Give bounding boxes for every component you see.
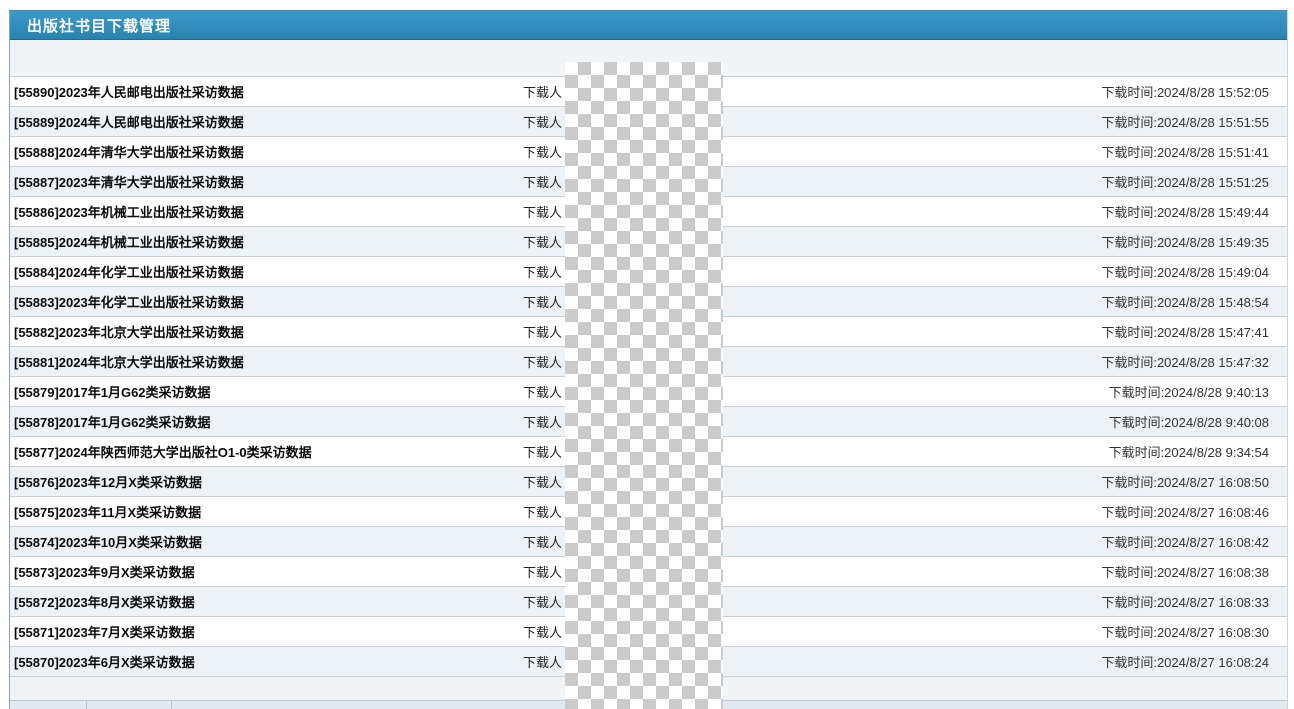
row-title[interactable]: [55887]2023年清华大学出版社采访数据 (14, 175, 244, 190)
download-time: 下载时间:2024/8/27 16:08:50 (1101, 475, 1269, 490)
row-title[interactable]: [55886]2023年机械工业出版社采访数据 (14, 205, 244, 220)
footer-divider (171, 701, 172, 709)
downloader-label: 下载人 (523, 205, 563, 220)
downloader-label: 下载人 (523, 445, 563, 460)
download-time: 下载时间:2024/8/28 9:40:08 (1108, 415, 1269, 430)
downloader-label: 下载人 (523, 655, 563, 670)
downloader-label: 下载人 (523, 415, 563, 430)
row-title[interactable]: [55879]2017年1月G62类采访数据 (14, 385, 211, 400)
downloader-label: 下载人 (523, 595, 563, 610)
download-time: 下载时间:2024/8/27 16:08:46 (1101, 505, 1269, 520)
row-title[interactable]: [55884]2024年化学工业出版社采访数据 (14, 265, 244, 280)
downloader-label: 下载人 (523, 265, 563, 280)
download-time: 下载时间:2024/8/27 16:08:30 (1101, 625, 1269, 640)
download-time: 下载时间:2024/8/27 16:08:24 (1101, 655, 1269, 670)
download-time: 下载时间:2024/8/28 15:48:54 (1101, 295, 1269, 310)
row-title[interactable]: [55882]2023年北京大学出版社采访数据 (14, 325, 244, 340)
downloader-label: 下载人 (523, 115, 563, 130)
row-title[interactable]: [55881]2024年北京大学出版社采访数据 (14, 355, 244, 370)
row-title[interactable]: [55870]2023年6月X类采访数据 (14, 655, 195, 670)
download-list-row[interactable]: [55874]2023年10月X类采访数据 下载人 下载时间:2024/8/27… (10, 527, 1287, 557)
row-title[interactable]: [55877]2024年陕西师范大学出版社O1-0类采访数据 (14, 445, 312, 460)
download-time: 下载时间:2024/8/28 15:49:35 (1101, 235, 1269, 250)
download-time: 下载时间:2024/8/28 15:51:55 (1101, 115, 1269, 130)
row-title[interactable]: [55874]2023年10月X类采访数据 (14, 535, 202, 550)
downloader-label: 下载人 (523, 625, 563, 640)
download-time: 下载时间:2024/8/28 15:51:25 (1101, 175, 1269, 190)
download-time: 下载时间:2024/8/28 9:40:13 (1108, 385, 1269, 400)
download-time: 下载时间:2024/8/27 16:08:42 (1101, 535, 1269, 550)
downloader-label: 下载人 (523, 355, 563, 370)
row-title[interactable]: [55888]2024年清华大学出版社采访数据 (14, 145, 244, 160)
downloader-label: 下载人 (523, 565, 563, 580)
download-time: 下载时间:2024/8/28 15:47:32 (1101, 355, 1269, 370)
row-title[interactable]: [55872]2023年8月X类采访数据 (14, 595, 195, 610)
download-time: 下载时间:2024/8/28 15:49:04 (1101, 265, 1269, 280)
row-title[interactable]: [55889]2024年人民邮电出版社采访数据 (14, 115, 244, 130)
downloader-label: 下载人 (523, 325, 563, 340)
download-time: 下载时间:2024/8/28 15:47:41 (1101, 325, 1269, 340)
download-time: 下载时间:2024/8/28 15:51:41 (1101, 145, 1269, 160)
row-title[interactable]: [55875]2023年11月X类采访数据 (14, 505, 202, 520)
footer-divider (86, 701, 87, 709)
row-title[interactable]: [55878]2017年1月G62类采访数据 (14, 415, 211, 430)
row-title[interactable]: [55890]2023年人民邮电出版社采访数据 (14, 85, 244, 100)
page-title: 出版社书目下载管理 (27, 17, 172, 35)
row-title[interactable]: [55876]2023年12月X类采访数据 (14, 475, 202, 490)
panel-titlebar: 出版社书目下载管理 (10, 10, 1287, 40)
downloader-label: 下载人 (523, 475, 563, 490)
redaction-overlay (565, 62, 723, 709)
downloader-label: 下载人 (523, 505, 563, 520)
downloader-label: 下载人 (523, 535, 563, 550)
download-time: 下载时间:2024/8/28 15:49:44 (1101, 205, 1269, 220)
downloader-label: 下载人 (523, 145, 563, 160)
row-title[interactable]: [55871]2023年7月X类采访数据 (14, 625, 195, 640)
row-title[interactable]: [55883]2023年化学工业出版社采访数据 (14, 295, 244, 310)
downloader-label: 下载人 (523, 235, 563, 250)
downloader-label: 下载人 (523, 295, 563, 310)
row-title[interactable]: [55885]2024年机械工业出版社采访数据 (14, 235, 244, 250)
download-time: 下载时间:2024/8/28 9:34:54 (1108, 445, 1269, 460)
downloader-label: 下载人 (523, 385, 563, 400)
download-time: 下载时间:2024/8/28 15:52:05 (1101, 85, 1269, 100)
download-time: 下载时间:2024/8/27 16:08:38 (1101, 565, 1269, 580)
row-title[interactable]: [55873]2023年9月X类采访数据 (14, 565, 195, 580)
downloader-label: 下载人 (523, 85, 563, 100)
downloader-label: 下载人 (523, 175, 563, 190)
download-time: 下载时间:2024/8/27 16:08:33 (1101, 595, 1269, 610)
